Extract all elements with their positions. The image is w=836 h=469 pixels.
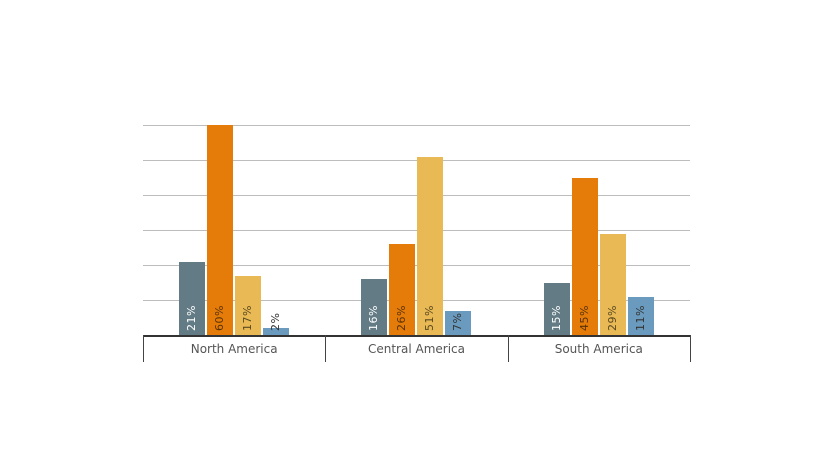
bar-value-label: 26% [395,305,408,331]
bar: 16% [361,279,387,335]
x-axis-line [143,335,691,337]
category-divider [690,335,691,362]
bar-value-label: 29% [606,305,619,331]
category-divider [325,335,326,362]
bar: 15% [544,282,570,335]
gridline [143,265,690,266]
gridline [143,195,690,196]
bar: 21% [179,261,205,335]
gridline [143,125,690,126]
bar: 45% [572,177,598,335]
bar-value-label: 17% [241,305,254,331]
bar-value-label: 15% [550,305,563,331]
bar: 11% [628,296,654,335]
bar-value-label: 51% [423,305,436,331]
bar-value-label: 21% [185,305,198,331]
bar: 2% [263,313,289,335]
bar: 29% [600,233,626,335]
bar-value-label: 11% [634,305,647,331]
category-label: South America [554,342,643,356]
bar: 26% [389,244,415,335]
gridline [143,160,690,161]
category-divider [143,335,144,362]
bar: 7% [445,310,471,335]
bar-value-label: 60% [213,305,226,331]
bar-value-label: 7% [451,312,464,331]
category-divider [508,335,509,362]
category-label: North America [190,342,278,356]
bar: 51% [417,156,443,335]
gridline [143,300,690,301]
gridline [143,230,690,231]
bar: 17% [235,275,261,335]
category-label: Central America [367,342,465,356]
bar-value-label: 16% [367,305,380,331]
bar-value-label: 2% [269,312,282,331]
bar-value-label: 45% [578,305,591,331]
bar: 60% [207,125,233,335]
